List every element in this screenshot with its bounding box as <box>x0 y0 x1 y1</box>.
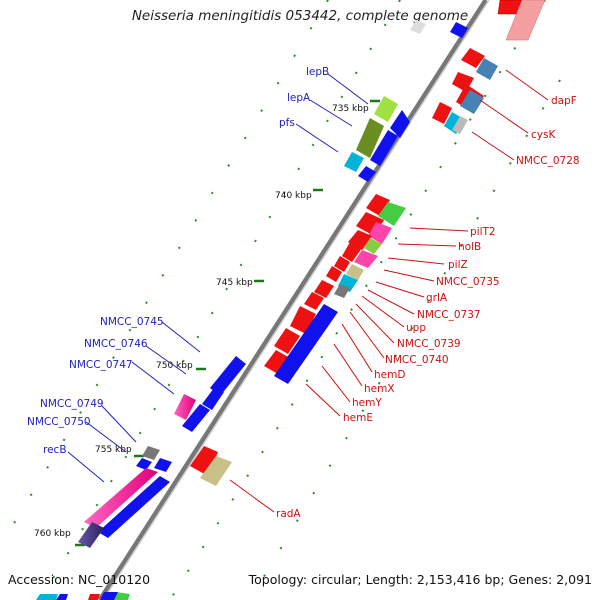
gene-arrow[interactable] <box>476 58 498 80</box>
gene-arrow[interactable] <box>410 20 426 34</box>
topology-text: Topology: circular; Length: 2,153,416 bp… <box>248 572 592 587</box>
gene-arrow[interactable] <box>304 292 324 310</box>
gene-arrow[interactable] <box>368 222 392 244</box>
gene-arrow[interactable] <box>36 594 58 600</box>
gene-arrow[interactable] <box>264 350 290 374</box>
gene-label-pfs[interactable]: pfs <box>279 117 295 129</box>
ruler-label-755: 755 kbp <box>95 445 132 455</box>
gene-label-NMCC_0745[interactable]: NMCC_0745 <box>100 316 164 328</box>
gene-label-NMCC_0750[interactable]: NMCC_0750 <box>27 416 91 428</box>
gene-arrow[interactable] <box>390 110 410 138</box>
gene-arrow[interactable] <box>314 280 334 298</box>
gene-arrow[interactable] <box>344 152 364 172</box>
gene-arrow[interactable] <box>452 116 468 134</box>
gene-label-NMCC_0735[interactable]: NMCC_0735 <box>436 276 500 288</box>
gene-arrow[interactable] <box>136 458 152 470</box>
gene-label-hemE[interactable]: hemE <box>343 412 373 424</box>
gene-arrow[interactable] <box>364 238 382 254</box>
map-title: Neisseria meningitidis 053442, complete … <box>131 8 469 24</box>
gene-arrow[interactable] <box>98 476 170 538</box>
gene-arrow[interactable] <box>370 130 398 166</box>
gene-label-NMCC_0728[interactable]: NMCC_0728 <box>516 155 580 167</box>
gene-arrow[interactable] <box>100 592 118 600</box>
gene-arrow[interactable] <box>342 242 362 262</box>
right-gene-labels: dapF cysK NMCC_0728 pilT2 holB pilZ NMCC… <box>229 69 580 520</box>
gene-label-hemD[interactable]: hemD <box>374 369 405 381</box>
gene-arrow[interactable] <box>354 250 378 268</box>
gene-label-holB[interactable]: holB <box>458 241 481 253</box>
gene-arrow[interactable] <box>334 256 350 272</box>
gene-arrow[interactable] <box>200 456 232 486</box>
accession-text: Accession: NC_010120 <box>8 572 151 587</box>
gene-label-pilZ[interactable]: pilZ <box>448 259 468 271</box>
gene-label-lepA[interactable]: lepA <box>287 92 311 104</box>
gene-arrow[interactable] <box>460 90 484 114</box>
ruler-label-760: 760 kbp <box>34 529 71 539</box>
gene-arrow[interactable] <box>334 284 350 298</box>
gene-arrow[interactable] <box>274 304 338 384</box>
gene-arrow[interactable] <box>56 594 68 600</box>
ruler-label-740: 740 kbp <box>275 191 312 201</box>
guide-lines <box>0 0 561 600</box>
gene-label-pilT2[interactable]: pilT2 <box>470 226 496 238</box>
gene-label-NMCC_0737[interactable]: NMCC_0737 <box>417 309 481 321</box>
gene-arrow[interactable] <box>182 404 210 432</box>
gene-arrow[interactable] <box>378 202 406 226</box>
ruler-label-745: 745 kbp <box>216 278 253 288</box>
genome-backbone-highlight <box>102 0 490 600</box>
gene-label-NMCC_0740[interactable]: NMCC_0740 <box>385 354 449 366</box>
gene-label-upp[interactable]: upp <box>406 322 426 334</box>
gene-arrow[interactable] <box>432 102 452 124</box>
reverse-strand-genes <box>190 0 546 486</box>
genome-backbone <box>97 0 489 600</box>
gene-arrow[interactable] <box>450 22 468 38</box>
gene-label-dapF[interactable]: dapF <box>551 95 577 107</box>
gene-label-radA[interactable]: radA <box>276 508 301 520</box>
gene-arrow[interactable] <box>154 458 172 472</box>
left-gene-labels: lepB lepA pfs NMCC_0745 NMCC_0746 NMCC_0… <box>27 66 369 483</box>
gene-arrow[interactable] <box>78 522 104 548</box>
gene-label-NMCC_0749[interactable]: NMCC_0749 <box>40 398 104 410</box>
gene-arrow[interactable] <box>142 446 160 460</box>
gene-arrow[interactable] <box>374 96 398 122</box>
gene-arrow[interactable] <box>202 388 224 410</box>
ruler-label-735: 735 kbp <box>332 104 369 114</box>
gene-label-recB[interactable]: recB <box>43 444 67 456</box>
gene-label-cysK[interactable]: cysK <box>531 129 556 141</box>
gene-label-hemY[interactable]: hemY <box>352 397 382 409</box>
gene-arrow[interactable] <box>356 118 384 158</box>
gene-arrow[interactable] <box>274 328 300 354</box>
gene-label-lepB[interactable]: lepB <box>306 66 329 78</box>
gene-label-NMCC_0746[interactable]: NMCC_0746 <box>84 338 148 350</box>
forward-strand-genes <box>36 20 468 600</box>
gene-label-NMCC_0739[interactable]: NMCC_0739 <box>397 338 461 350</box>
gene-arrow[interactable] <box>174 394 196 420</box>
gene-arrow[interactable] <box>366 194 390 216</box>
gene-arrow[interactable] <box>346 264 364 280</box>
gene-label-grlA[interactable]: grlA <box>426 292 448 304</box>
gene-arrow[interactable] <box>358 166 376 182</box>
gene-arrow[interactable] <box>88 594 100 600</box>
gene-arrow[interactable] <box>84 468 158 528</box>
gene-arrow[interactable] <box>326 266 342 282</box>
gene-arrow[interactable] <box>505 0 546 41</box>
gene-arrow[interactable] <box>461 48 485 68</box>
gene-label-hemX[interactable]: hemX <box>364 383 395 395</box>
gene-arrow[interactable] <box>210 356 246 396</box>
gene-label-NMCC_0747[interactable]: NMCC_0747 <box>69 359 133 371</box>
